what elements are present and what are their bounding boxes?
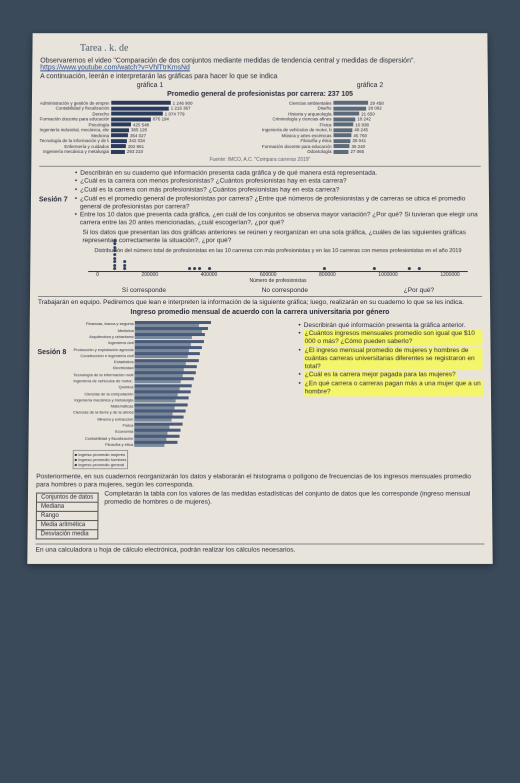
- corresp-no: No corresponde: [262, 287, 308, 294]
- session8-row: Sesión 8 Finanzas, banca y segurosMedici…: [36, 319, 483, 471]
- s8-bullet-text: Describirán qué información presenta la …: [304, 322, 466, 330]
- intro-line1: Observaremos el video "Comparación de do…: [40, 58, 415, 65]
- s8-left: Finanzas, banca y segurosMedicinaArquite…: [73, 321, 295, 469]
- s8-bullet: •¿El ingreso mensual promedio de mujeres…: [298, 347, 482, 371]
- chart1-title: Promedio general de profesionistas por c…: [40, 91, 480, 98]
- s8-highlight: ¿Cuál es la carrera mejor pagada para la…: [304, 372, 457, 380]
- worksheet-paper: Tarea . k. de Observaremos el video "Com…: [27, 33, 492, 564]
- handwritten-note: Tarea . k. de: [40, 43, 479, 54]
- s8-chart-title: Ingreso promedio mensual de acuerdo con …: [38, 309, 482, 316]
- stats-table: Conjuntos de datosMedianaRangoMedia arit…: [36, 493, 99, 540]
- session7-body: •Describirán en su cuaderno qué informac…: [74, 166, 482, 295]
- session8-label: Sesión 8: [36, 319, 74, 471]
- session7-row: Sesión 7 •Describirán en su cuaderno qué…: [38, 165, 482, 295]
- s8-bullet: •¿Cuál es la carrera mejor pagada para l…: [298, 372, 482, 380]
- mini-chart: Distribución del número total de profesi…: [88, 248, 468, 284]
- post-text: Posteriormente, en sus cuadernos reorgan…: [36, 473, 484, 489]
- s8-highlight: ¿En qué carrera o carreras pagan más a u…: [304, 380, 483, 396]
- session7-label: Sesión 7: [38, 166, 75, 295]
- final-row: Conjuntos de datosMedianaRangoMedia arit…: [36, 491, 485, 542]
- s7-para: Si los datos que presentan las dos gráfi…: [82, 229, 481, 245]
- corresp-row: Sí corresponde No corresponde ¿Por qué?: [74, 287, 482, 294]
- chart1-right-col: Ciencias ambientales29 458Diseño28 002Hi…: [262, 100, 481, 155]
- grafica-labels: gráfica 1 gráfica 2: [40, 82, 480, 89]
- grafica1-label: gráfica 1: [137, 82, 164, 89]
- s8-highlight: ¿Cuántos ingresos mensuales promedio son…: [304, 330, 483, 346]
- s8-right: •Describirán qué información presenta la…: [298, 321, 483, 469]
- chart1-left-col: Administración y gestión de empresas1 24…: [39, 100, 258, 155]
- legend: ■ Ingreso promedio mujeres■ Ingreso prom…: [73, 450, 129, 469]
- grafica2-label: gráfica 2: [357, 82, 384, 89]
- s7-bullets: •Describirán en su cuaderno qué informac…: [75, 169, 482, 227]
- bottom-line: En una calculadora u hoja de cálculo ele…: [35, 544, 484, 554]
- session8-body: Finanzas, banca y segurosMedicinaArquite…: [73, 319, 484, 471]
- corresp-why: ¿Por qué?: [404, 287, 434, 294]
- s8-highlight: ¿El ingreso mensual promedio de mujeres …: [304, 347, 483, 371]
- fuente-text: Fuente: IMCO, A.C. "Compara carreras 201…: [39, 156, 480, 162]
- corresp-yes: Sí corresponde: [122, 287, 166, 294]
- intro-line2: A continuación, leerán e interpretarán l…: [40, 73, 480, 80]
- s8-intro: Trabajarán en equipo. Pediremos que lean…: [38, 299, 482, 307]
- dots-row: [88, 254, 468, 272]
- intro-link: https://www.youtube.com/watch?v=VhlTtrKm…: [40, 64, 190, 71]
- axis-name: Número de profesionistas: [88, 278, 468, 284]
- chart1: Administración y gestión de empresas1 24…: [39, 100, 480, 155]
- s8-bars: Finanzas, banca y segurosMedicinaArquite…: [73, 321, 295, 448]
- intro-text: Observaremos el video "Comparación de do…: [40, 58, 480, 72]
- final-text: Completarán la tabla con los valores de …: [104, 491, 484, 542]
- s8-bullet: •¿En qué carrera o carreras pagan más a …: [299, 380, 483, 396]
- s8-bullet: •¿Cuántos ingresos mensuales promedio so…: [298, 330, 482, 346]
- divider: [38, 296, 482, 297]
- s8-bullet: •Describirán qué información presenta la…: [298, 322, 482, 330]
